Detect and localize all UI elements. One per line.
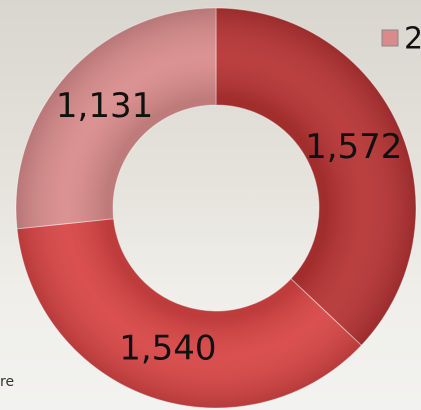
value-label: 1,572 (305, 127, 402, 167)
value-label: 1,540 (119, 329, 216, 369)
labels: 1,572 1,540 1,131 (56, 86, 403, 368)
legend-label: 2 (404, 22, 421, 57)
slice (215, 7, 417, 347)
value-label: 1,131 (56, 86, 153, 126)
slice (16, 218, 363, 409)
legend-swatch (381, 29, 399, 47)
annotation: re (0, 374, 14, 390)
